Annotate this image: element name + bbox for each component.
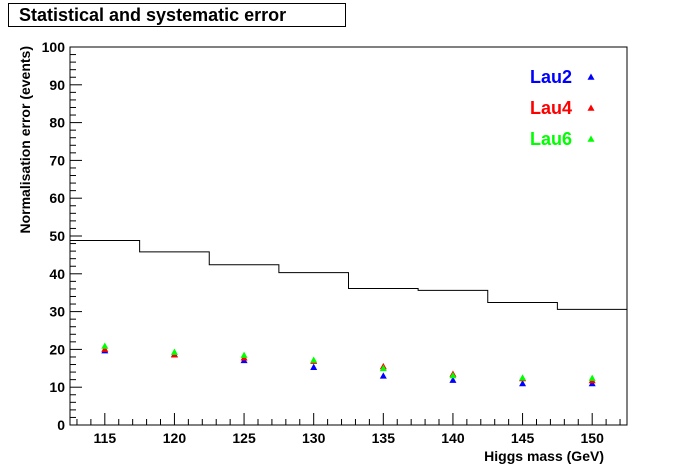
legend-label-lau2: Lau2 <box>530 67 572 87</box>
x-tick-label: 120 <box>163 430 187 446</box>
x-tick-label: 125 <box>232 430 256 446</box>
data-point-lau6 <box>519 374 527 381</box>
data-point-lau2 <box>449 376 457 383</box>
y-tick-label: 0 <box>57 417 65 433</box>
data-point-lau2 <box>519 379 527 387</box>
y-tick-label: 40 <box>49 266 65 282</box>
x-tick-label: 150 <box>581 430 605 446</box>
data-point-lau2 <box>310 363 318 370</box>
legend-marker-lau4 <box>587 104 595 111</box>
y-tick-label: 100 <box>42 39 66 55</box>
legend-label-lau4: Lau4 <box>530 98 572 118</box>
x-axis-label: Higgs mass (GeV) <box>484 448 604 464</box>
data-point-lau2 <box>379 372 387 379</box>
legend-marker-lau2 <box>587 73 595 80</box>
data-point-lau6 <box>588 374 596 381</box>
legend-marker-lau6 <box>587 135 595 142</box>
x-tick-label: 130 <box>302 430 326 446</box>
y-tick-label: 90 <box>49 77 65 93</box>
data-point-lau6 <box>240 351 248 358</box>
y-tick-label: 60 <box>49 190 65 206</box>
y-tick-label: 10 <box>49 379 65 395</box>
y-axis-label: Normalisation error (events) <box>17 46 33 234</box>
y-tick-label: 20 <box>49 341 65 357</box>
y-tick-label: 80 <box>49 115 65 131</box>
x-tick-label: 140 <box>441 430 465 446</box>
data-point-lau6 <box>449 371 457 379</box>
x-tick-label: 145 <box>511 430 535 446</box>
y-tick-label: 50 <box>49 228 65 244</box>
data-point-lau6 <box>170 348 178 355</box>
y-tick-label: 70 <box>49 152 65 168</box>
x-tick-label: 135 <box>372 430 396 446</box>
chart-title: Statistical and systematic error <box>8 3 346 27</box>
x-tick-label: 115 <box>94 430 117 446</box>
y-tick-label: 30 <box>49 304 65 320</box>
data-point-lau6 <box>101 342 109 349</box>
legend-label-lau6: Lau6 <box>530 129 572 149</box>
data-point-lau6 <box>310 356 318 363</box>
step-line <box>70 240 627 310</box>
data-point-lau6 <box>379 364 387 372</box>
